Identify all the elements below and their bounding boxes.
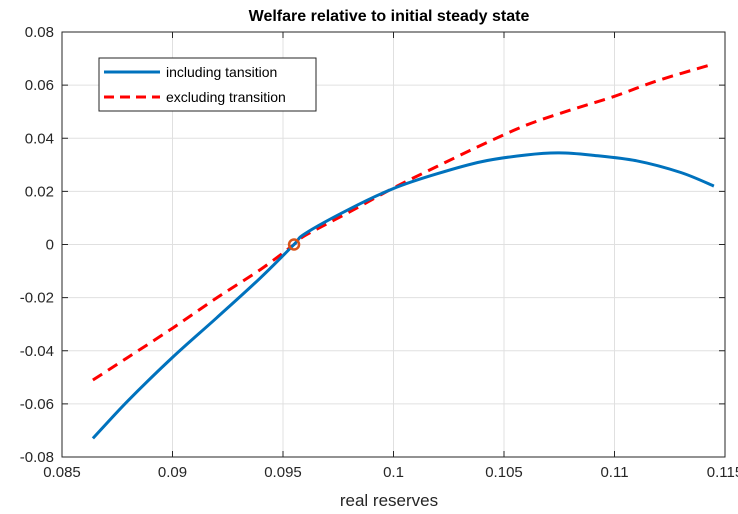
legend-label-including-transition: including tansition — [166, 64, 277, 80]
y-tick-label: -0.02 — [20, 290, 54, 307]
y-tick-label: -0.06 — [20, 396, 54, 413]
legend-box — [98, 57, 317, 112]
zero-crossing-marker — [287, 238, 301, 251]
x-tick-label: 0.105 — [485, 464, 523, 481]
y-tick-label: -0.04 — [20, 343, 54, 360]
x-axis-label: real reserves — [340, 491, 438, 510]
legend-label-excluding-transition: excluding transition — [166, 89, 286, 105]
x-tick-label: 0.115 — [707, 464, 738, 481]
x-tick-label: 0.095 — [264, 464, 302, 481]
legend: including tansition excluding transition — [98, 57, 317, 112]
chart-title: Welfare relative to initial steady state — [249, 8, 530, 25]
x-tick-label: 0.085 — [43, 464, 81, 481]
y-tick-label: 0 — [46, 237, 54, 254]
y-tick-label: 0.06 — [25, 77, 54, 94]
x-tick-label: 0.1 — [383, 464, 404, 481]
series-line-excluding-transition — [92, 62, 715, 382]
y-tick-label: 0.04 — [25, 130, 54, 147]
x-tick-label: 0.11 — [600, 464, 628, 481]
marker-layer — [287, 238, 301, 251]
y-tick-label: 0.08 — [25, 24, 54, 41]
series-line-including-transition — [91, 151, 715, 440]
tick-layer: 0.085 0.09 0.095 0.1 0.105 0.11 0.115 -0.08 -0.0… — [20, 24, 738, 481]
y-tick-label: -0.08 — [20, 449, 54, 466]
series-layer — [91, 62, 715, 440]
x-tick-label: 0.09 — [158, 464, 187, 481]
y-tick-label: 0.02 — [25, 183, 54, 200]
